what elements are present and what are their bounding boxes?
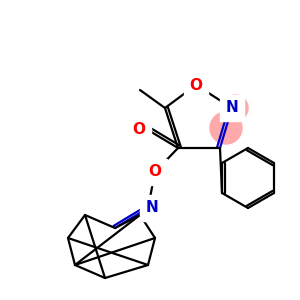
Circle shape <box>222 95 248 121</box>
Text: N: N <box>226 100 238 116</box>
Text: O: O <box>148 164 161 179</box>
Circle shape <box>210 112 242 144</box>
Text: O: O <box>133 122 146 137</box>
Text: N: N <box>146 200 158 215</box>
Text: O: O <box>190 77 202 92</box>
